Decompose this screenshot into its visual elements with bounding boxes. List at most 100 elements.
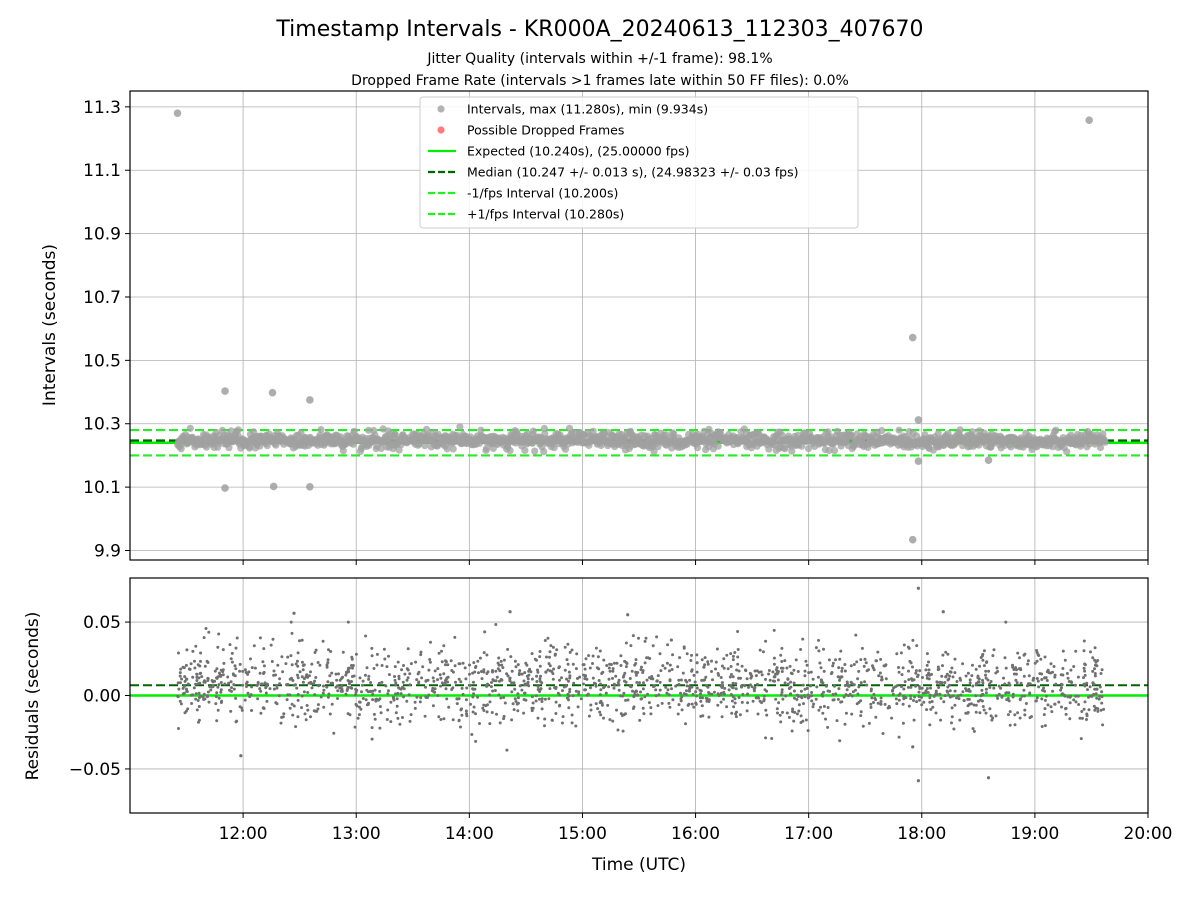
residual-point	[531, 706, 535, 710]
residual-point	[737, 696, 741, 699]
residual-point	[525, 674, 529, 678]
residual-point	[587, 654, 591, 658]
residual-point	[861, 724, 865, 728]
residual-point	[385, 665, 389, 669]
interval-outlier-point	[914, 457, 923, 465]
residual-point	[747, 685, 750, 689]
residual-point	[730, 711, 734, 715]
residual-point	[386, 692, 390, 696]
residual-point	[863, 657, 867, 661]
residual-point	[799, 714, 803, 718]
residual-point	[215, 667, 219, 671]
residual-point	[619, 712, 623, 716]
residual-point	[992, 648, 996, 652]
residual-point	[217, 632, 221, 636]
residual-point	[937, 686, 941, 689]
residual-point	[767, 669, 771, 672]
residual-point	[1087, 708, 1091, 712]
residual-point	[915, 644, 919, 648]
residual-point	[699, 692, 702, 696]
residual-point	[837, 687, 841, 691]
residual-point	[1016, 711, 1020, 715]
residual-point	[554, 700, 558, 704]
residual-point	[423, 714, 427, 718]
residual-point	[576, 705, 580, 709]
residual-point	[335, 678, 339, 682]
residual-point	[1039, 657, 1043, 661]
interval-outlier-point	[221, 387, 229, 395]
residual-point	[577, 692, 581, 696]
residual-point	[529, 670, 533, 674]
residual-point	[398, 722, 402, 726]
residual-point	[574, 689, 578, 693]
residual-point	[818, 661, 822, 665]
residual-point	[956, 694, 960, 698]
residual-point	[363, 673, 367, 677]
residual-point	[1100, 668, 1104, 672]
residual-point	[373, 688, 377, 692]
residual-point	[1093, 667, 1096, 671]
residual-point	[553, 653, 557, 657]
residual-point	[253, 666, 257, 670]
residual-point	[822, 704, 826, 708]
residual-point	[977, 677, 981, 681]
residual-point	[690, 653, 693, 657]
residual-point	[460, 713, 464, 717]
residual-point	[296, 651, 300, 655]
residual-point	[879, 696, 883, 700]
residual-point	[654, 694, 658, 698]
residual-point	[729, 693, 733, 696]
residual-point	[280, 655, 284, 659]
residual-outlier-point	[941, 610, 945, 614]
residual-point	[204, 627, 208, 630]
residual-point	[677, 678, 681, 682]
residual-point	[628, 677, 632, 680]
residual-point	[872, 692, 876, 696]
residual-point	[1095, 664, 1099, 668]
residual-point	[386, 708, 390, 712]
residual-point	[912, 718, 916, 722]
residual-point	[563, 668, 567, 672]
residual-point	[649, 712, 653, 716]
residual-point	[445, 676, 449, 680]
residual-point	[906, 645, 910, 649]
residual-point	[995, 666, 999, 670]
residual-point	[886, 706, 890, 710]
residual-point	[1032, 676, 1036, 680]
residual-point	[1102, 707, 1106, 711]
residual-point	[799, 695, 803, 699]
residual-point	[715, 647, 719, 651]
legend: Intervals, max (11.280s), min (9.934s)Po…	[419, 96, 859, 229]
residual-point	[288, 706, 292, 710]
residual-point	[183, 711, 187, 715]
residual-point	[402, 695, 405, 699]
residual-point	[780, 646, 784, 650]
residual-point	[1033, 661, 1037, 665]
residual-point	[526, 680, 530, 684]
interval-point	[716, 428, 724, 436]
residual-point	[396, 660, 400, 664]
residual-point	[628, 684, 632, 688]
residual-point	[332, 731, 336, 735]
residual-point	[796, 670, 800, 673]
residual-point	[666, 688, 670, 692]
residual-point	[957, 697, 961, 701]
residual-point	[920, 695, 923, 699]
residual-point	[879, 702, 883, 706]
residual-point	[468, 663, 471, 667]
residual-point	[611, 719, 615, 723]
residual-point	[275, 684, 279, 687]
residual-point	[1093, 674, 1097, 678]
residual-point	[901, 666, 905, 670]
residual-point	[843, 722, 847, 726]
intervals-points	[173, 109, 1109, 544]
residual-point	[685, 652, 689, 656]
residual-point	[414, 660, 418, 664]
residual-point	[538, 677, 542, 681]
residual-point	[607, 666, 611, 670]
residual-point	[439, 684, 443, 688]
residual-point	[754, 674, 758, 678]
residual-point	[738, 713, 742, 717]
residual-point	[548, 687, 552, 691]
residual-point	[925, 673, 929, 677]
